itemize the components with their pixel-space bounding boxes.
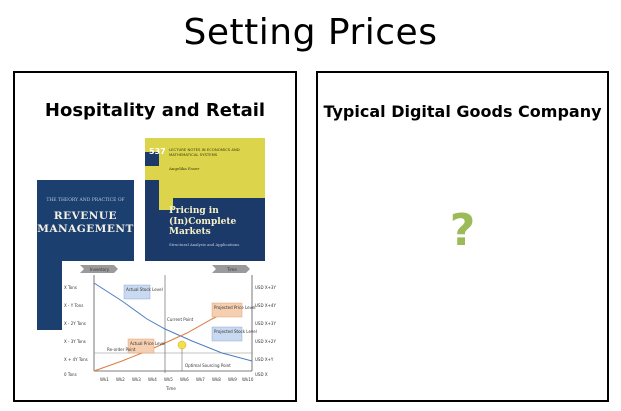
actual-price-box bbox=[127, 338, 155, 354]
slide-title: Setting Prices bbox=[183, 12, 438, 53]
book2-square bbox=[159, 166, 173, 180]
arrow-left-label: Inventory bbox=[90, 267, 110, 272]
y-label-right: USD X bbox=[255, 372, 268, 377]
projected-stock-label: Projected Stock Level bbox=[214, 329, 257, 334]
actual-stock-label: Actual Stock Level bbox=[126, 287, 163, 292]
book2-square bbox=[145, 152, 159, 166]
time-arrow-icon bbox=[212, 265, 250, 273]
y-label-left: X - 3Y Tons bbox=[64, 339, 86, 344]
y-label-left: X Tons bbox=[64, 285, 77, 290]
book2-square bbox=[145, 180, 159, 198]
y-label-right: USD X+Y bbox=[255, 357, 274, 362]
x-label: Wk3 bbox=[132, 377, 141, 382]
projected-price-box bbox=[211, 302, 243, 318]
arrow-right-label: Time bbox=[226, 267, 237, 272]
price-level-line bbox=[93, 305, 238, 372]
optimal-label: Optimal Sourcing Point bbox=[185, 363, 231, 368]
book1-small-title: THE THEORY AND PRACTICE OF bbox=[46, 198, 125, 203]
y-label-left: X + 4Y Tons bbox=[64, 357, 88, 362]
x-label: Wk6 bbox=[180, 377, 189, 382]
x-label: Wk4 bbox=[148, 377, 157, 382]
x-label: Wk5 bbox=[164, 377, 173, 382]
book2-number: 537 bbox=[149, 147, 166, 156]
y-label-right: USD X+2Y bbox=[255, 339, 276, 344]
y-label-right: USD X+4Y bbox=[255, 303, 276, 308]
inventory-price-chart: Inventory Time X Tons X - Y Tons X - 2Y … bbox=[62, 261, 284, 394]
projected-price-label: Projected Price Level bbox=[214, 305, 256, 310]
y-label-left: 0 Tons bbox=[64, 372, 77, 377]
actual-price-label: Actual Price Level bbox=[130, 341, 165, 346]
x-label: Wk1 bbox=[100, 377, 109, 382]
y-label-left: X - 2Y Tons bbox=[64, 321, 86, 326]
book2-series: LECTURE NOTES IN ECONOMICS AND MATHEMATI… bbox=[169, 147, 240, 157]
projected-stock-box bbox=[211, 326, 243, 342]
book2-subtitle: Structural Analysis and Applications bbox=[169, 242, 240, 247]
chart-background bbox=[62, 261, 284, 394]
x-label: Wk10 bbox=[242, 377, 254, 382]
left-panel-title: Hospitality and Retail bbox=[44, 100, 266, 121]
x-label: Wk2 bbox=[116, 377, 125, 382]
x-label: Wk7 bbox=[196, 377, 205, 382]
book1-main-title: REVENUE MANAGEMENT bbox=[37, 210, 134, 235]
actual-stock-box bbox=[123, 284, 151, 300]
reorder-label: Re-order Point bbox=[107, 347, 136, 352]
current-point-label: Current Point bbox=[167, 317, 194, 322]
x-label: Wk8 bbox=[212, 377, 221, 382]
inventory-price-chart-svg: Inventory Time X Tons X - Y Tons X - 2Y … bbox=[62, 261, 284, 394]
digital-goods-panel: Typical Digital Goods Company ? bbox=[316, 71, 609, 402]
y-label-left: X - Y Tons bbox=[64, 303, 83, 308]
right-panel-title: Typical Digital Goods Company bbox=[323, 102, 602, 121]
book2-main-title: Pricing in (In)Complete Markets bbox=[169, 206, 237, 237]
pricing-book-cover: 537 LECTURE NOTES IN ECONOMICS AND MATHE… bbox=[145, 138, 265, 268]
inventory-arrow-icon bbox=[80, 265, 118, 273]
question-mark-placeholder: ? bbox=[449, 205, 476, 256]
x-label: Wk9 bbox=[228, 377, 237, 382]
y-label-right: USD X+3Y bbox=[255, 285, 276, 290]
optimal-point-star-icon bbox=[177, 340, 187, 350]
hospitality-retail-panel: Hospitality and Retail THE THEORY AND PR… bbox=[13, 71, 297, 402]
y-label-right: USD X+3Y bbox=[255, 321, 276, 326]
book2-author: Angelika Esser bbox=[169, 166, 200, 171]
x-axis-title: Time bbox=[165, 386, 176, 391]
book2-square bbox=[159, 198, 173, 210]
stock-level-line bbox=[93, 282, 253, 362]
